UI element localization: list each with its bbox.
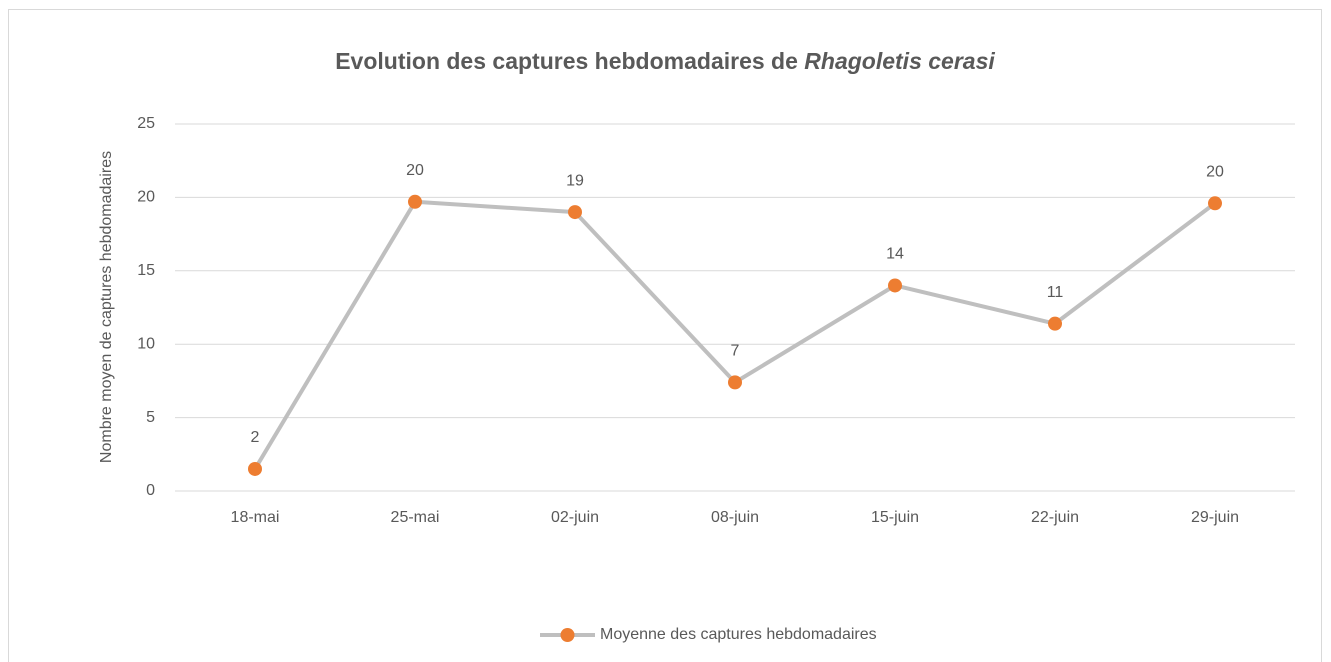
y-tick-label: 0 (146, 482, 155, 499)
y-tick-label: 15 (137, 262, 155, 279)
data-point (728, 375, 742, 390)
y-tick-label: 25 (137, 115, 155, 132)
x-tick-label: 02-juin (551, 509, 599, 526)
x-tick-label: 08-juin (711, 509, 759, 526)
data-label: 11 (1047, 284, 1064, 301)
legend-marker (560, 628, 575, 642)
chart-title-species: Rhagoletis cerasi (804, 48, 995, 74)
data-label: 19 (566, 172, 584, 189)
data-label: 7 (731, 343, 740, 360)
x-tick-label: 25-mai (391, 509, 440, 526)
chart-title-wrap: Evolution des captures hebdomadaires de … (335, 48, 995, 74)
x-tick-label: 22-juin (1031, 509, 1079, 526)
chart-title: Evolution des captures hebdomadaires de (335, 48, 798, 74)
data-label: 2 (251, 429, 260, 446)
data-label: 20 (406, 162, 424, 179)
x-tick-label: 18-mai (231, 509, 280, 526)
x-tick-label: 29-juin (1191, 509, 1239, 526)
data-point (568, 205, 582, 220)
chart-border (8, 9, 1322, 662)
y-tick-label: 10 (137, 335, 155, 352)
y-tick-label: 20 (137, 189, 155, 206)
data-point (888, 278, 902, 293)
x-tick-label: 15-juin (871, 509, 919, 526)
data-point (248, 461, 262, 476)
data-label: 20 (1206, 163, 1224, 180)
y-tick-label: 5 (146, 409, 155, 426)
y-axis-label: Nombre moyen de captures hebdomadaires (98, 151, 115, 463)
legend-label: Moyenne des captures hebdomadaires (600, 626, 877, 643)
data-point (408, 194, 422, 209)
data-point (1048, 316, 1062, 331)
data-label: 14 (886, 246, 904, 263)
data-point (1208, 196, 1222, 211)
